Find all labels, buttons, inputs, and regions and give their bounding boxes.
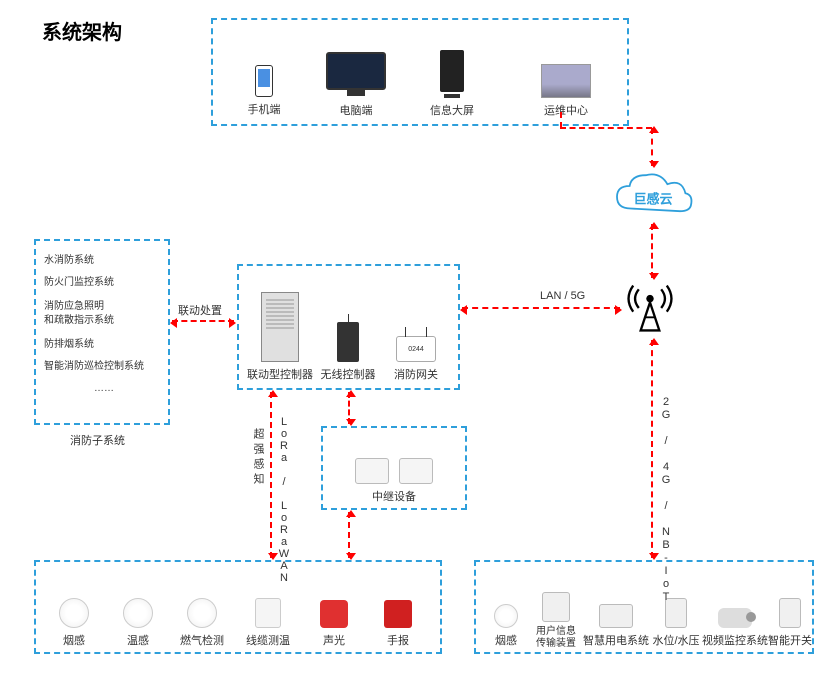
arrow-top-bend2 bbox=[560, 112, 562, 128]
iot-smoke: 烟感 bbox=[484, 576, 528, 648]
sub-item: …… bbox=[44, 378, 164, 400]
kiosk-label: 信息大屏 bbox=[430, 102, 474, 118]
sensor-temp: 温感 bbox=[112, 576, 164, 648]
device-ops: 运维中心 bbox=[526, 34, 606, 118]
page-title: 系统架构 bbox=[42, 16, 122, 45]
sub-item: 水消防系统 bbox=[44, 250, 164, 272]
wireless-label: 无线控制器 bbox=[321, 366, 376, 382]
arrow-mid-signal bbox=[462, 307, 620, 309]
subsystems-title: 消防子系统 bbox=[70, 432, 125, 448]
l: 线缆测温 bbox=[246, 632, 290, 648]
repeater-label: 中继设备 bbox=[372, 488, 416, 504]
sub-item: 消防应急照明 和疏散指示系统 bbox=[44, 300, 164, 328]
subsystems-list: 水消防系统 防火门监控系统 消防应急照明 和疏散指示系统 防排烟系统 智能消防巡… bbox=[44, 250, 164, 400]
l: 燃气检测 bbox=[180, 632, 224, 648]
device-kiosk: 信息大屏 bbox=[422, 28, 482, 118]
signal-icon bbox=[622, 280, 678, 341]
link-label: 联动处置 bbox=[178, 302, 222, 318]
arrow-top-cloud bbox=[651, 128, 653, 166]
sensor-smoke: 烟感 bbox=[48, 576, 100, 648]
l: 声光 bbox=[323, 632, 345, 648]
arrow-rep-sensors bbox=[348, 512, 350, 558]
l: 烟感 bbox=[495, 632, 517, 648]
device-linkage-ctrl: 联动型控制器 bbox=[250, 272, 310, 382]
iot-elec: 智慧用电系统 bbox=[584, 576, 648, 648]
iot-uit: 用户信息 传输装置 bbox=[530, 570, 582, 650]
arrow-left-mid bbox=[172, 320, 234, 322]
l: 视频监控系统 bbox=[702, 632, 768, 648]
lan-label: LAN / 5G bbox=[540, 290, 585, 302]
pc-label: 电脑端 bbox=[340, 102, 373, 118]
iot-water: 水位/水压 bbox=[650, 576, 702, 648]
device-repeater: 中继设备 bbox=[334, 438, 454, 504]
iot-video: 视频监控系统 bbox=[702, 580, 768, 648]
cloud-label: 巨感云 bbox=[633, 188, 672, 207]
sense-label: 超强感知 bbox=[250, 428, 266, 488]
linkage-label: 联动型控制器 bbox=[247, 366, 313, 382]
sensor-manual: 手报 bbox=[372, 576, 424, 648]
l: 用户信息 传输装置 bbox=[536, 626, 576, 650]
arrow-signal-iot bbox=[651, 340, 653, 558]
arrow-mid-rep bbox=[348, 392, 350, 424]
l: 智慧用电系统 bbox=[583, 632, 649, 648]
phone-label: 手机端 bbox=[248, 101, 281, 117]
arrow-mid-sensors bbox=[270, 392, 272, 558]
l: 水位/水压 bbox=[652, 632, 699, 648]
sensor-sound: 声光 bbox=[308, 576, 360, 648]
l: 智能开关 bbox=[768, 632, 812, 648]
wan-label: 2G / 4G / NB-IoT bbox=[660, 396, 672, 604]
lora-label: LoRa / LoRaWAN bbox=[278, 416, 290, 584]
gw-label: 消防网关 bbox=[394, 366, 438, 382]
sensor-cable: 线缆测温 bbox=[242, 576, 294, 648]
sub-item: 智能消防巡检控制系统 bbox=[44, 356, 164, 378]
device-pc: 电脑端 bbox=[316, 28, 396, 118]
arrow-cloud-signal bbox=[651, 224, 653, 278]
iot-switch: 智能开关 bbox=[768, 576, 812, 648]
ops-label: 运维中心 bbox=[544, 102, 588, 118]
arrow-top-bend bbox=[560, 127, 652, 129]
l: 烟感 bbox=[63, 632, 85, 648]
l: 温感 bbox=[127, 632, 149, 648]
sensor-gas: 燃气检测 bbox=[176, 576, 228, 648]
device-fire-gw: 0244 消防网关 bbox=[384, 300, 448, 382]
device-phone: 手机端 bbox=[234, 32, 294, 117]
l: 手报 bbox=[387, 632, 409, 648]
device-wireless-ctrl: 无线控制器 bbox=[320, 286, 376, 382]
sub-item: 防火门监控系统 bbox=[44, 272, 164, 294]
sub-item: 防排烟系统 bbox=[44, 334, 164, 356]
